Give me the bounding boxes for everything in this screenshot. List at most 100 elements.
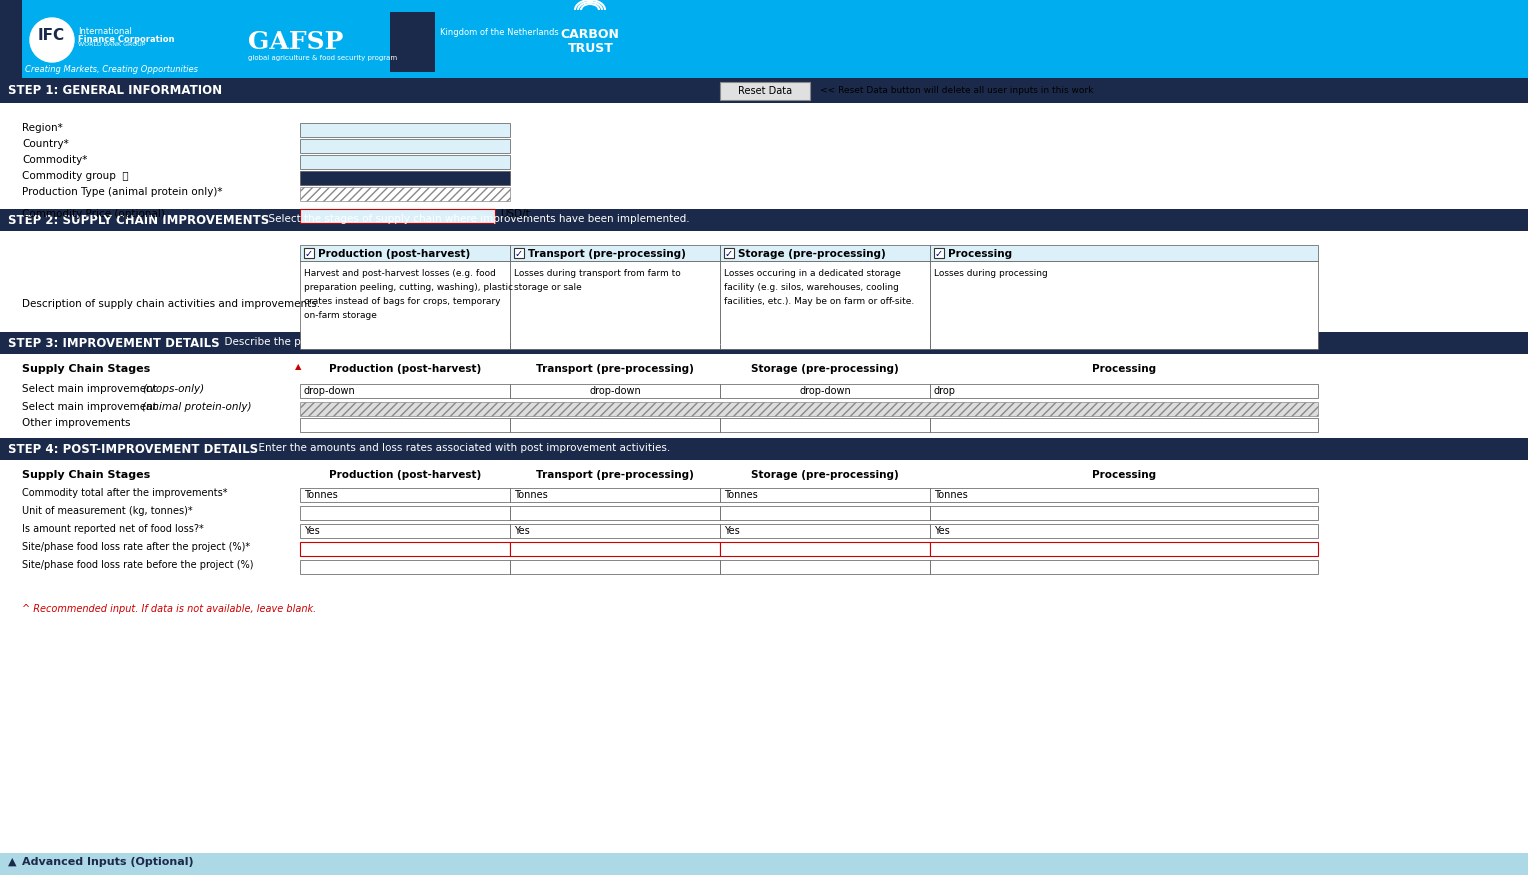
Text: ✓: ✓ [935,249,943,259]
Text: Select the stages of supply chain where improvements have been implemented.: Select the stages of supply chain where … [261,214,689,224]
Text: Losses occuring in a dedicated storage: Losses occuring in a dedicated storage [724,269,902,278]
Text: Enter the amounts and loss rates associated with post improvement activities.: Enter the amounts and loss rates associa… [252,443,671,453]
Bar [390,12,435,72]
Text: Region*: Region* [21,123,63,133]
Text: ✓: ✓ [724,249,733,259]
Bar [0,853,1528,875]
Bar [931,384,1319,398]
Bar [299,139,510,153]
Text: storage or sale: storage or sale [513,283,582,292]
Text: Describe the projects implemented at each of the revelant stages of the value ch: Describe the projects implemented at eac… [219,337,723,347]
Text: << Reset Data button will delete all user inputs in this work: << Reset Data button will delete all use… [821,86,1094,95]
Text: Yes: Yes [934,526,950,536]
Text: drop-down: drop-down [799,386,851,396]
Text: drop-down: drop-down [304,386,356,396]
Text: Processing: Processing [1093,470,1157,480]
Bar [510,418,720,432]
Text: Other improvements: Other improvements [21,418,130,428]
Text: Losses during transport from farm to: Losses during transport from farm to [513,269,681,278]
Text: Select main improvement: Select main improvement [21,402,160,412]
Bar [299,542,510,556]
Circle shape [31,18,73,62]
Text: (animal protein-only): (animal protein-only) [142,402,252,412]
Bar [0,332,1528,354]
Text: STEP 3: IMPROVEMENT DETAILS: STEP 3: IMPROVEMENT DETAILS [8,337,220,350]
Bar [299,488,510,502]
Bar [510,488,720,502]
Bar [0,0,1528,78]
Text: Production Type (animal protein only)*: Production Type (animal protein only)* [21,187,223,197]
Text: Finance Corporation: Finance Corporation [78,35,174,44]
Text: (crops-only): (crops-only) [142,384,205,394]
Text: Losses during processing: Losses during processing [934,269,1048,278]
Text: International: International [78,27,131,36]
Text: Production (post-harvest): Production (post-harvest) [329,364,481,374]
Bar [720,506,931,520]
Bar [720,542,931,556]
Bar [931,560,1319,574]
Bar [513,248,524,258]
Text: Tonnes: Tonnes [513,490,547,500]
Text: GAFSP: GAFSP [248,30,344,54]
Text: Production (post-harvest): Production (post-harvest) [318,249,471,259]
Text: Harvest and post-harvest losses (e.g. food: Harvest and post-harvest losses (e.g. fo… [304,269,497,278]
Text: TRUST: TRUST [568,42,614,55]
Bar [299,171,510,185]
Bar [931,245,1319,261]
Text: IFC: IFC [38,28,66,43]
Text: ^ Recommended input. If data is not available, leave blank.: ^ Recommended input. If data is not avai… [21,604,316,614]
Text: Country*: Country* [21,139,69,149]
Text: STEP 4: POST-IMPROVEMENT DETAILS: STEP 4: POST-IMPROVEMENT DETAILS [8,443,258,456]
Bar [304,248,313,258]
Text: Transport (pre-processing): Transport (pre-processing) [536,364,694,374]
Bar [934,248,944,258]
Text: Tonnes: Tonnes [724,490,758,500]
Text: Yes: Yes [304,526,319,536]
Text: ▲: ▲ [8,857,17,867]
Bar [720,245,931,261]
Text: ▲: ▲ [295,362,301,371]
Bar [299,524,510,538]
Text: Commodity Price (optional): Commodity Price (optional) [21,209,165,219]
Text: Transport (pre-processing): Transport (pre-processing) [536,470,694,480]
Bar [299,560,510,574]
Bar [720,524,931,538]
Bar [299,245,510,261]
Bar [724,248,733,258]
Text: Storage (pre-processing): Storage (pre-processing) [752,364,898,374]
Text: Storage (pre-processing): Storage (pre-processing) [738,249,886,259]
Text: facilities, etc.). May be on farm or off-site.: facilities, etc.). May be on farm or off… [724,297,914,306]
Bar [299,123,510,137]
Text: Site/phase food loss rate before the project (%): Site/phase food loss rate before the pro… [21,560,254,570]
Bar [299,384,510,398]
Bar [0,354,1528,452]
Bar [0,438,1528,460]
Text: Yes: Yes [724,526,740,536]
Bar [931,488,1319,502]
Bar [510,542,720,556]
Bar [510,560,720,574]
Bar [720,261,931,349]
Bar [299,261,510,349]
Text: Tonnes: Tonnes [934,490,967,500]
Bar [931,261,1319,349]
Bar [931,524,1319,538]
Text: Site/phase food loss rate after the project (%)*: Site/phase food loss rate after the proj… [21,542,251,552]
Text: facility (e.g. silos, warehouses, cooling: facility (e.g. silos, warehouses, coolin… [724,283,898,292]
Text: drop: drop [934,386,957,396]
Text: global agriculture & food security program: global agriculture & food security progr… [248,55,397,61]
Text: ✓: ✓ [515,249,523,259]
Text: Transport (pre-processing): Transport (pre-processing) [529,249,686,259]
Text: Creating Markets, Creating Opportunities: Creating Markets, Creating Opportunities [24,65,199,74]
Text: STEP 2: SUPPLY CHAIN IMPROVEMENTS: STEP 2: SUPPLY CHAIN IMPROVEMENTS [8,214,269,227]
Text: on-farm storage: on-farm storage [304,311,377,320]
Bar [510,524,720,538]
Bar [299,418,510,432]
Text: Supply Chain Stages: Supply Chain Stages [21,364,150,374]
Text: STEP 1: GENERAL INFORMATION: STEP 1: GENERAL INFORMATION [8,84,222,97]
Bar [510,245,720,261]
Bar [931,506,1319,520]
Text: Commodity*: Commodity* [21,155,87,165]
Bar [720,82,810,100]
Text: drop-down: drop-down [590,386,640,396]
